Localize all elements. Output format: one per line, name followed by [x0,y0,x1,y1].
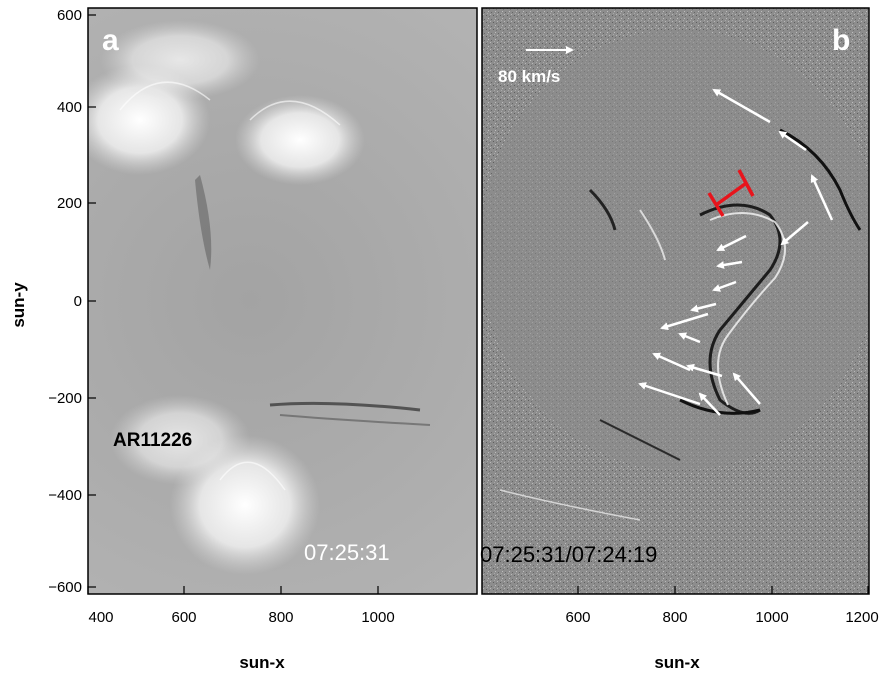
velocity-arrow-icon [690,302,717,313]
panel-a: a AR11226 07:25:31 600 400 200 0 −200 −4… [48,7,478,672]
x-tick-label: 800 [662,609,687,626]
panel-a-letter: a [102,24,119,57]
x-tick-label: 1000 [755,609,788,626]
velocity-arrow-icon [712,280,737,292]
y-tick-label: 600 [57,7,82,24]
panel-a-annotation: AR11226 [113,430,192,451]
width-marker-icon [707,169,755,217]
velocity-arrow-icon [716,260,743,269]
velocity-arrow-icon [780,221,809,246]
velocity-arrow-icon [652,352,691,372]
velocity-arrows [638,88,834,416]
panel-a-timestamp: 07:25:31 [304,540,390,565]
y-tick-label: −600 [48,579,82,596]
x-tick-label: 600 [565,609,590,626]
panel-b: b 80 km/s [480,7,879,672]
panel-a-y-axis [88,14,96,588]
x-tick-label: 800 [268,609,293,626]
panel-b-timestamp: 07:25:31/07:24:19 [480,542,657,567]
velocity-arrow-icon [698,392,721,416]
velocity-arrow-icon [638,382,701,406]
y-tick-label: 0 [74,293,82,310]
y-axis-label: sun-y [9,282,28,328]
x-tick-label: 600 [171,609,196,626]
velocity-arrow-icon [660,312,709,331]
velocity-arrow-icon [712,88,771,124]
y-tick-label: 400 [57,99,82,116]
panel-a-image [88,8,477,594]
panel-a-x-axis [87,586,379,594]
y-tick-label: −400 [48,487,82,504]
velocity-arrow-icon [732,372,761,405]
velocity-arrow-icon [716,234,747,252]
velocity-arrow-icon [678,332,701,344]
velocity-arrow-icon [778,130,807,152]
y-tick-label: −200 [48,390,82,407]
x-tick-label: 400 [88,609,113,626]
panel-b-x-axis [577,586,869,594]
y-tick-label: 200 [57,195,82,212]
scale-label: 80 km/s [498,67,560,86]
panel-b-x-axis-label: sun-x [654,653,700,672]
x-tick-label: 1000 [361,609,394,626]
velocity-arrow-icon [810,174,834,221]
x-tick-label: 1200 [845,609,878,626]
panel-a-x-axis-label: sun-x [239,653,285,672]
panel-b-letter: b [832,24,850,57]
velocity-arrow-icon [686,363,723,378]
panel-b-image [482,8,869,594]
